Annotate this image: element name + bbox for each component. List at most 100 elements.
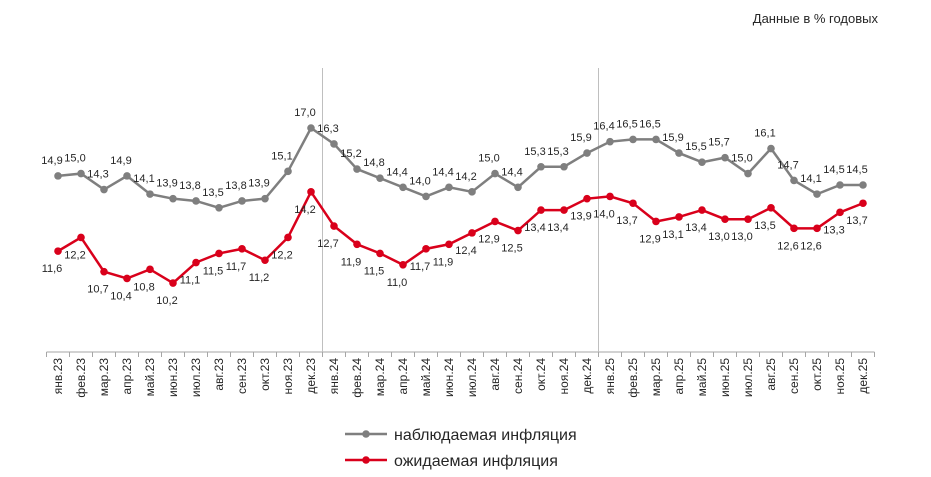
data-point xyxy=(813,190,821,198)
data-point xyxy=(353,165,361,173)
data-point xyxy=(353,240,361,249)
data-label: 15,9 xyxy=(662,132,683,144)
data-label: 12,7 xyxy=(317,238,338,250)
data-point xyxy=(284,233,292,242)
data-label: 12,5 xyxy=(501,243,522,255)
data-label: 13,9 xyxy=(248,178,269,190)
data-point xyxy=(261,256,269,265)
x-tick-label: июл.25 xyxy=(741,358,755,397)
data-point xyxy=(675,149,683,157)
data-point xyxy=(100,267,108,276)
data-point xyxy=(767,204,775,212)
x-tick-label: авг.23 xyxy=(212,358,226,391)
data-label: 15,9 xyxy=(570,132,591,144)
units-note: Данные в % годовых xyxy=(753,11,879,26)
data-point xyxy=(583,149,591,157)
data-point xyxy=(836,181,844,189)
data-point xyxy=(767,144,775,153)
data-label: 14,2 xyxy=(294,204,315,216)
data-point xyxy=(514,226,522,235)
data-label: 15,3 xyxy=(547,146,568,158)
data-point xyxy=(836,208,844,217)
data-point xyxy=(307,188,315,196)
data-point xyxy=(721,153,729,162)
data-point xyxy=(468,188,476,196)
data-label: 13,0 xyxy=(731,231,752,243)
data-point xyxy=(330,222,338,230)
data-label: 14,5 xyxy=(846,164,867,176)
data-point xyxy=(790,224,798,233)
x-tick-label: фев.23 xyxy=(74,358,88,398)
data-label: 15,0 xyxy=(478,153,499,165)
x-tick-label: дек.25 xyxy=(856,358,870,394)
x-tick-label: сен.23 xyxy=(235,358,249,394)
data-label: 11,0 xyxy=(387,277,408,289)
data-label: 10,4 xyxy=(110,290,131,302)
x-tick-label: май.24 xyxy=(419,358,433,397)
legend-label: ожидаемая инфляция xyxy=(394,453,558,470)
data-point xyxy=(77,169,85,178)
data-point xyxy=(606,137,614,146)
data-label: 11,7 xyxy=(410,261,431,273)
data-label: 13,1 xyxy=(662,229,683,241)
x-tick-label: сен.25 xyxy=(787,358,801,394)
data-label: 16,3 xyxy=(317,123,338,135)
data-point xyxy=(537,206,545,214)
data-label: 16,5 xyxy=(639,118,660,130)
data-point xyxy=(54,247,62,255)
data-point xyxy=(675,213,683,221)
data-label: 12,9 xyxy=(478,233,499,245)
data-point xyxy=(537,162,545,171)
data-label: 14,3 xyxy=(87,169,108,181)
x-tick-label: ноя.23 xyxy=(281,358,295,395)
data-point xyxy=(77,233,85,242)
x-tick-label: дек.23 xyxy=(304,358,318,394)
data-label: 17,0 xyxy=(294,107,315,119)
data-point xyxy=(399,261,407,269)
data-label: 15,7 xyxy=(708,137,729,149)
data-point xyxy=(215,204,223,212)
data-point xyxy=(744,215,752,223)
data-point xyxy=(422,245,430,253)
data-label: 11,9 xyxy=(433,256,454,268)
data-label: 10,7 xyxy=(87,284,108,296)
data-label: 13,8 xyxy=(225,180,246,192)
data-label: 11,9 xyxy=(341,256,362,268)
data-point xyxy=(629,199,637,208)
data-point xyxy=(146,190,154,198)
x-tick-label: апр.24 xyxy=(396,358,410,395)
data-point xyxy=(445,183,453,192)
data-point xyxy=(652,135,660,144)
data-point xyxy=(790,176,798,185)
data-label: 14,4 xyxy=(501,166,522,178)
data-point xyxy=(330,140,338,148)
data-point xyxy=(629,135,637,144)
data-label: 15,5 xyxy=(685,141,706,153)
data-label: 13,4 xyxy=(547,222,568,234)
data-point xyxy=(399,183,407,192)
data-label: 11,2 xyxy=(249,272,270,284)
x-tick-label: янв.24 xyxy=(327,358,341,395)
data-label: 12,9 xyxy=(639,233,660,245)
data-point xyxy=(698,158,706,166)
data-label: 14,4 xyxy=(432,166,453,178)
x-tick-label: ноя.25 xyxy=(833,358,847,395)
data-label: 14,2 xyxy=(455,171,476,183)
data-point xyxy=(123,274,131,283)
x-tick-label: июн.23 xyxy=(166,358,180,397)
data-label: 14,1 xyxy=(133,173,154,185)
data-label: 16,1 xyxy=(754,128,775,140)
data-label: 10,8 xyxy=(133,281,154,293)
data-point xyxy=(859,199,867,208)
data-point xyxy=(54,172,62,180)
data-label: 12,4 xyxy=(455,245,476,257)
data-point xyxy=(192,197,200,205)
x-tick-label: янв.23 xyxy=(51,358,65,395)
data-label: 13,5 xyxy=(202,187,223,199)
x-tick-label: апр.25 xyxy=(672,358,686,395)
data-label: 15,0 xyxy=(64,153,85,165)
data-label: 15,1 xyxy=(271,150,292,162)
data-point xyxy=(146,265,154,274)
x-tick-label: июл.24 xyxy=(465,358,479,397)
